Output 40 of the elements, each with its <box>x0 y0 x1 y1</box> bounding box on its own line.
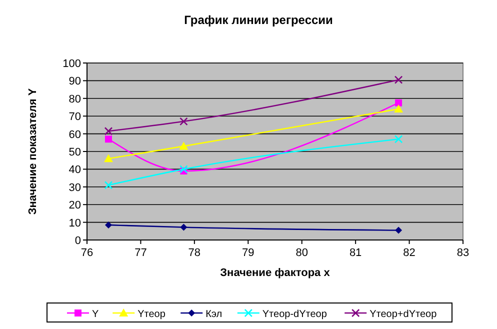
x-tick-label: 76 <box>80 247 94 259</box>
point <box>104 136 112 143</box>
legend-label: Y <box>92 309 99 320</box>
x-tick-label: 80 <box>296 247 308 259</box>
y-tick-label: 40 <box>68 164 81 176</box>
y-tick-label: 20 <box>68 200 81 212</box>
y-tick-label: 0 <box>74 235 81 247</box>
point <box>180 117 188 126</box>
point <box>104 154 113 162</box>
legend-label: Yтеор <box>138 309 166 320</box>
point <box>104 180 113 190</box>
y-tick-label: 70 <box>68 111 81 124</box>
y-tick-label: 50 <box>68 146 81 158</box>
legend-label: Yтеор-dYтеор <box>262 309 328 320</box>
point <box>180 224 188 231</box>
point <box>395 99 402 106</box>
point <box>394 76 403 84</box>
point <box>179 142 188 150</box>
point <box>394 134 403 144</box>
point <box>104 126 113 136</box>
legend-label: Yтеор+dYтеор <box>370 309 438 320</box>
x-tick-label: 79 <box>242 247 254 259</box>
x-tick-label: 78 <box>188 247 201 259</box>
y-tick-label: 30 <box>68 182 81 194</box>
point <box>394 104 404 113</box>
x-tick-label: 81 <box>349 247 362 259</box>
y-axis-title: Значение показателя Y <box>27 88 39 215</box>
x-tick-label: 83 <box>456 247 470 259</box>
chart-title: График линии регрессии <box>184 13 333 27</box>
y-tick-label: 60 <box>68 128 81 141</box>
x-tick-label: 82 <box>403 247 416 259</box>
x-axis-title: Значение фактора x <box>220 267 331 279</box>
point <box>395 226 402 234</box>
legend-label: Кэл <box>206 309 222 320</box>
x-tick-label: 77 <box>134 247 147 259</box>
y-tick-label: 100 <box>62 58 81 70</box>
point <box>104 221 112 228</box>
y-tick-label: 10 <box>68 217 81 230</box>
y-tick-label: 90 <box>68 76 81 88</box>
y-tick-label: 80 <box>68 93 81 106</box>
